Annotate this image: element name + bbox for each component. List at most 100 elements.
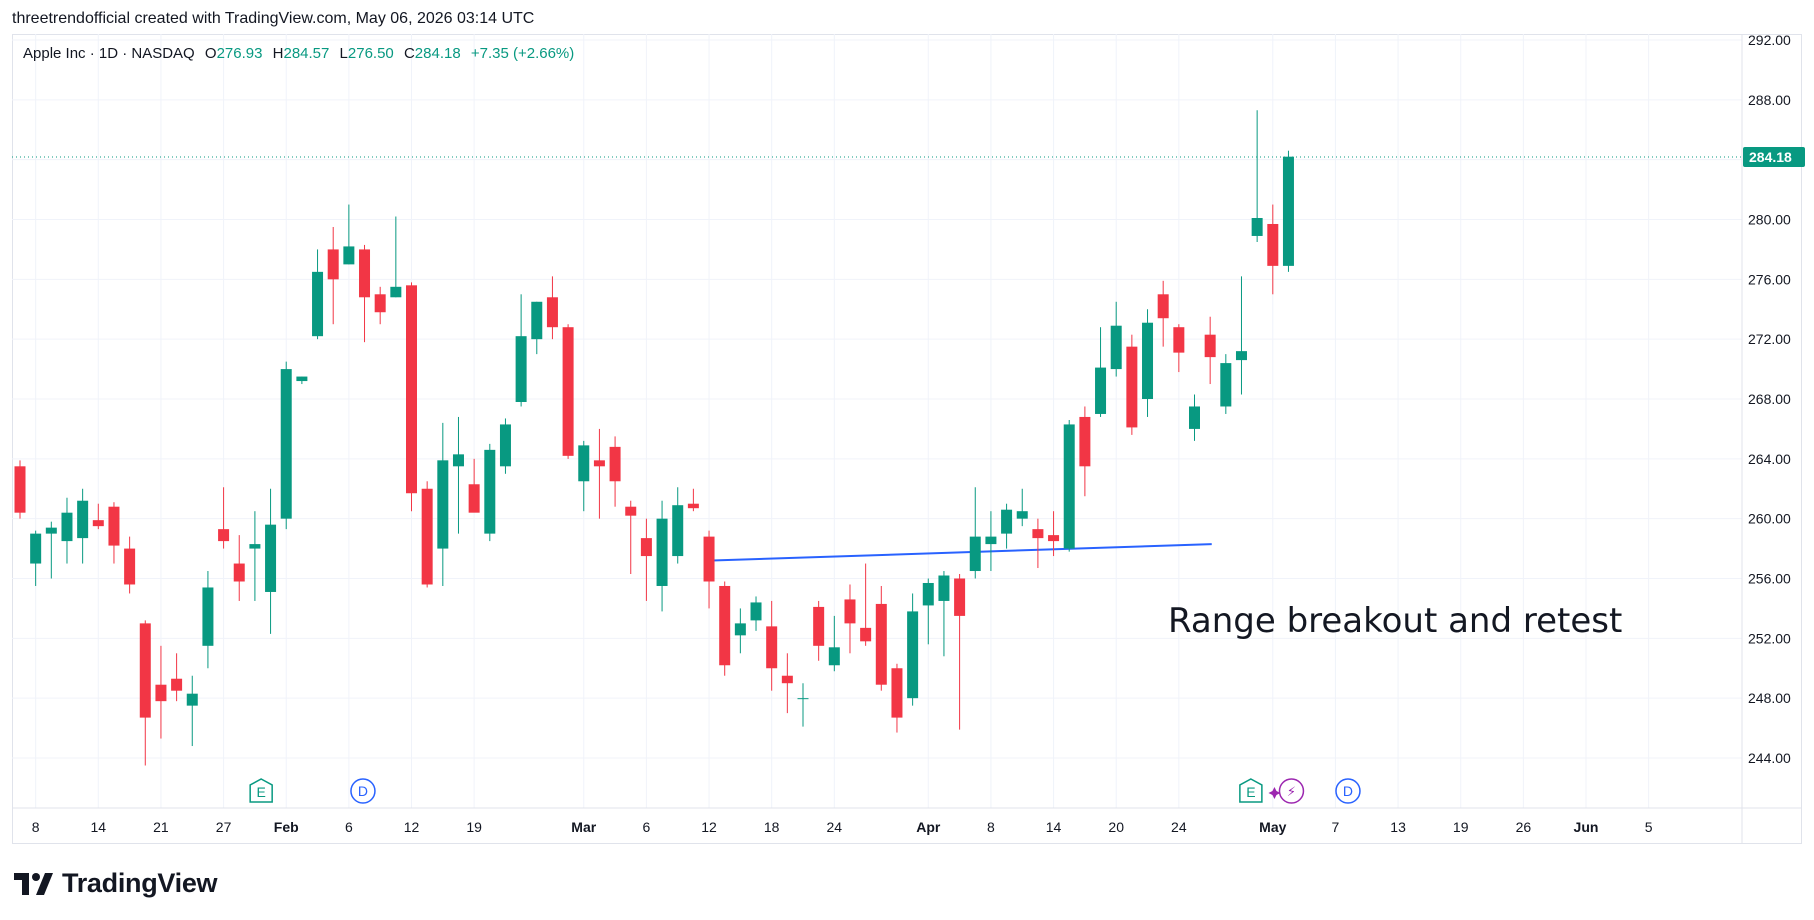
candle-up[interactable] [828,615,840,672]
candle-down[interactable] [844,584,856,654]
symbol-legend[interactable]: Apple Inc · 1D · NASDAQ O276.93 H284.57 … [23,45,574,62]
candle-down[interactable] [155,645,167,739]
candle-up[interactable] [186,675,198,747]
candle-down[interactable] [124,536,136,594]
candle-down[interactable] [406,282,417,512]
candle-up[interactable] [249,511,261,601]
candle-up[interactable] [1189,394,1200,441]
candle-body [922,582,934,606]
candle-body [546,297,558,328]
candle-down[interactable] [327,226,339,325]
candle-up[interactable] [734,608,746,654]
candle-up[interactable] [938,571,950,657]
candle-down[interactable] [813,600,825,661]
grid-lines [12,34,1742,808]
candle-up[interactable] [1110,301,1122,377]
candle-up[interactable] [1220,354,1232,414]
candle-down[interactable] [359,244,371,343]
candle-down[interactable] [1267,204,1279,295]
candle-up[interactable] [797,683,809,727]
candle-up[interactable] [202,571,214,669]
candle-up[interactable] [452,416,464,534]
candle-down[interactable] [1048,511,1060,557]
candle-down[interactable] [860,563,872,646]
candle-down[interactable] [891,663,903,733]
candle-up[interactable] [656,500,668,612]
candle-down[interactable] [92,503,104,530]
candle-up[interactable] [1142,309,1154,417]
candle-down[interactable] [875,585,887,691]
candle-up[interactable] [296,376,308,385]
candle-up[interactable] [672,487,684,564]
candle-down[interactable] [1126,334,1138,435]
candle-down[interactable] [703,530,715,609]
candle-down[interactable] [593,428,605,519]
candle-down[interactable] [374,286,386,325]
candle-up[interactable] [77,488,89,564]
candle-down[interactable] [1157,280,1169,347]
candle-up[interactable] [61,497,73,564]
candle-down[interactable] [562,324,574,459]
candle-up[interactable] [499,418,511,474]
open-value: 276.93 [216,45,263,62]
candle-down[interactable] [719,581,731,676]
dividend-marker[interactable]: D [350,778,376,804]
candle-up[interactable] [265,488,277,634]
candle-up[interactable] [390,216,402,298]
candle-down[interactable] [139,620,151,766]
candle-down[interactable] [954,574,966,730]
candle-up[interactable] [1235,276,1247,395]
candle-down[interactable] [108,502,120,564]
split-marker[interactable]: ⚡ [1268,778,1305,804]
candle-down[interactable] [233,535,245,601]
candle-down[interactable] [1204,316,1216,385]
candle-up[interactable] [969,487,981,579]
candle-down[interactable] [1079,406,1091,497]
candle-up[interactable] [907,593,919,706]
candle-down[interactable] [218,487,230,549]
candle-up[interactable] [45,521,57,579]
last-price-line: 284.18 [12,146,1805,167]
candle-down[interactable] [546,276,558,340]
candle-down[interactable] [1032,518,1044,569]
earnings-marker[interactable]: E [1239,778,1263,803]
candle-up[interactable] [750,596,762,631]
candle-down[interactable] [14,460,26,519]
tradingview-logo[interactable]: TradingView [14,868,218,899]
candle-up[interactable] [578,440,590,512]
candle-down[interactable] [625,500,637,575]
candle-down[interactable] [766,600,778,691]
annotation-text[interactable]: Range breakout and retest [1168,601,1622,641]
last-price-tag [1743,146,1805,167]
candle-up[interactable] [437,422,449,586]
candle-down[interactable] [421,481,433,588]
candle-down[interactable] [781,653,793,714]
candle-down[interactable] [171,653,183,702]
candle-body [562,327,574,456]
candle-up[interactable] [1016,488,1028,527]
candle-up[interactable] [1095,327,1107,417]
candle-down[interactable] [687,488,699,512]
candle-up[interactable] [1251,110,1263,242]
candle-up[interactable] [30,530,42,586]
candle-up[interactable] [343,204,355,265]
candle-up[interactable] [312,249,324,340]
candle-up[interactable] [531,301,543,355]
candle-down[interactable] [609,436,621,507]
close-value: 284.18 [414,45,461,62]
candle-down[interactable] [468,458,480,513]
candle-up[interactable] [280,361,292,530]
candle-down[interactable] [1173,324,1185,373]
candle-down[interactable] [640,518,652,601]
candle-up[interactable] [1001,503,1013,549]
candle-up[interactable] [922,578,934,645]
range-trendline[interactable] [712,543,1212,562]
candle-up[interactable] [515,294,527,407]
candle-up[interactable] [1282,150,1294,272]
candle-up[interactable] [1063,419,1075,552]
candle-up[interactable] [985,511,997,572]
dividend-marker[interactable]: D [1335,778,1361,804]
earnings-marker[interactable]: E [249,778,273,803]
candle-up[interactable] [484,443,496,542]
